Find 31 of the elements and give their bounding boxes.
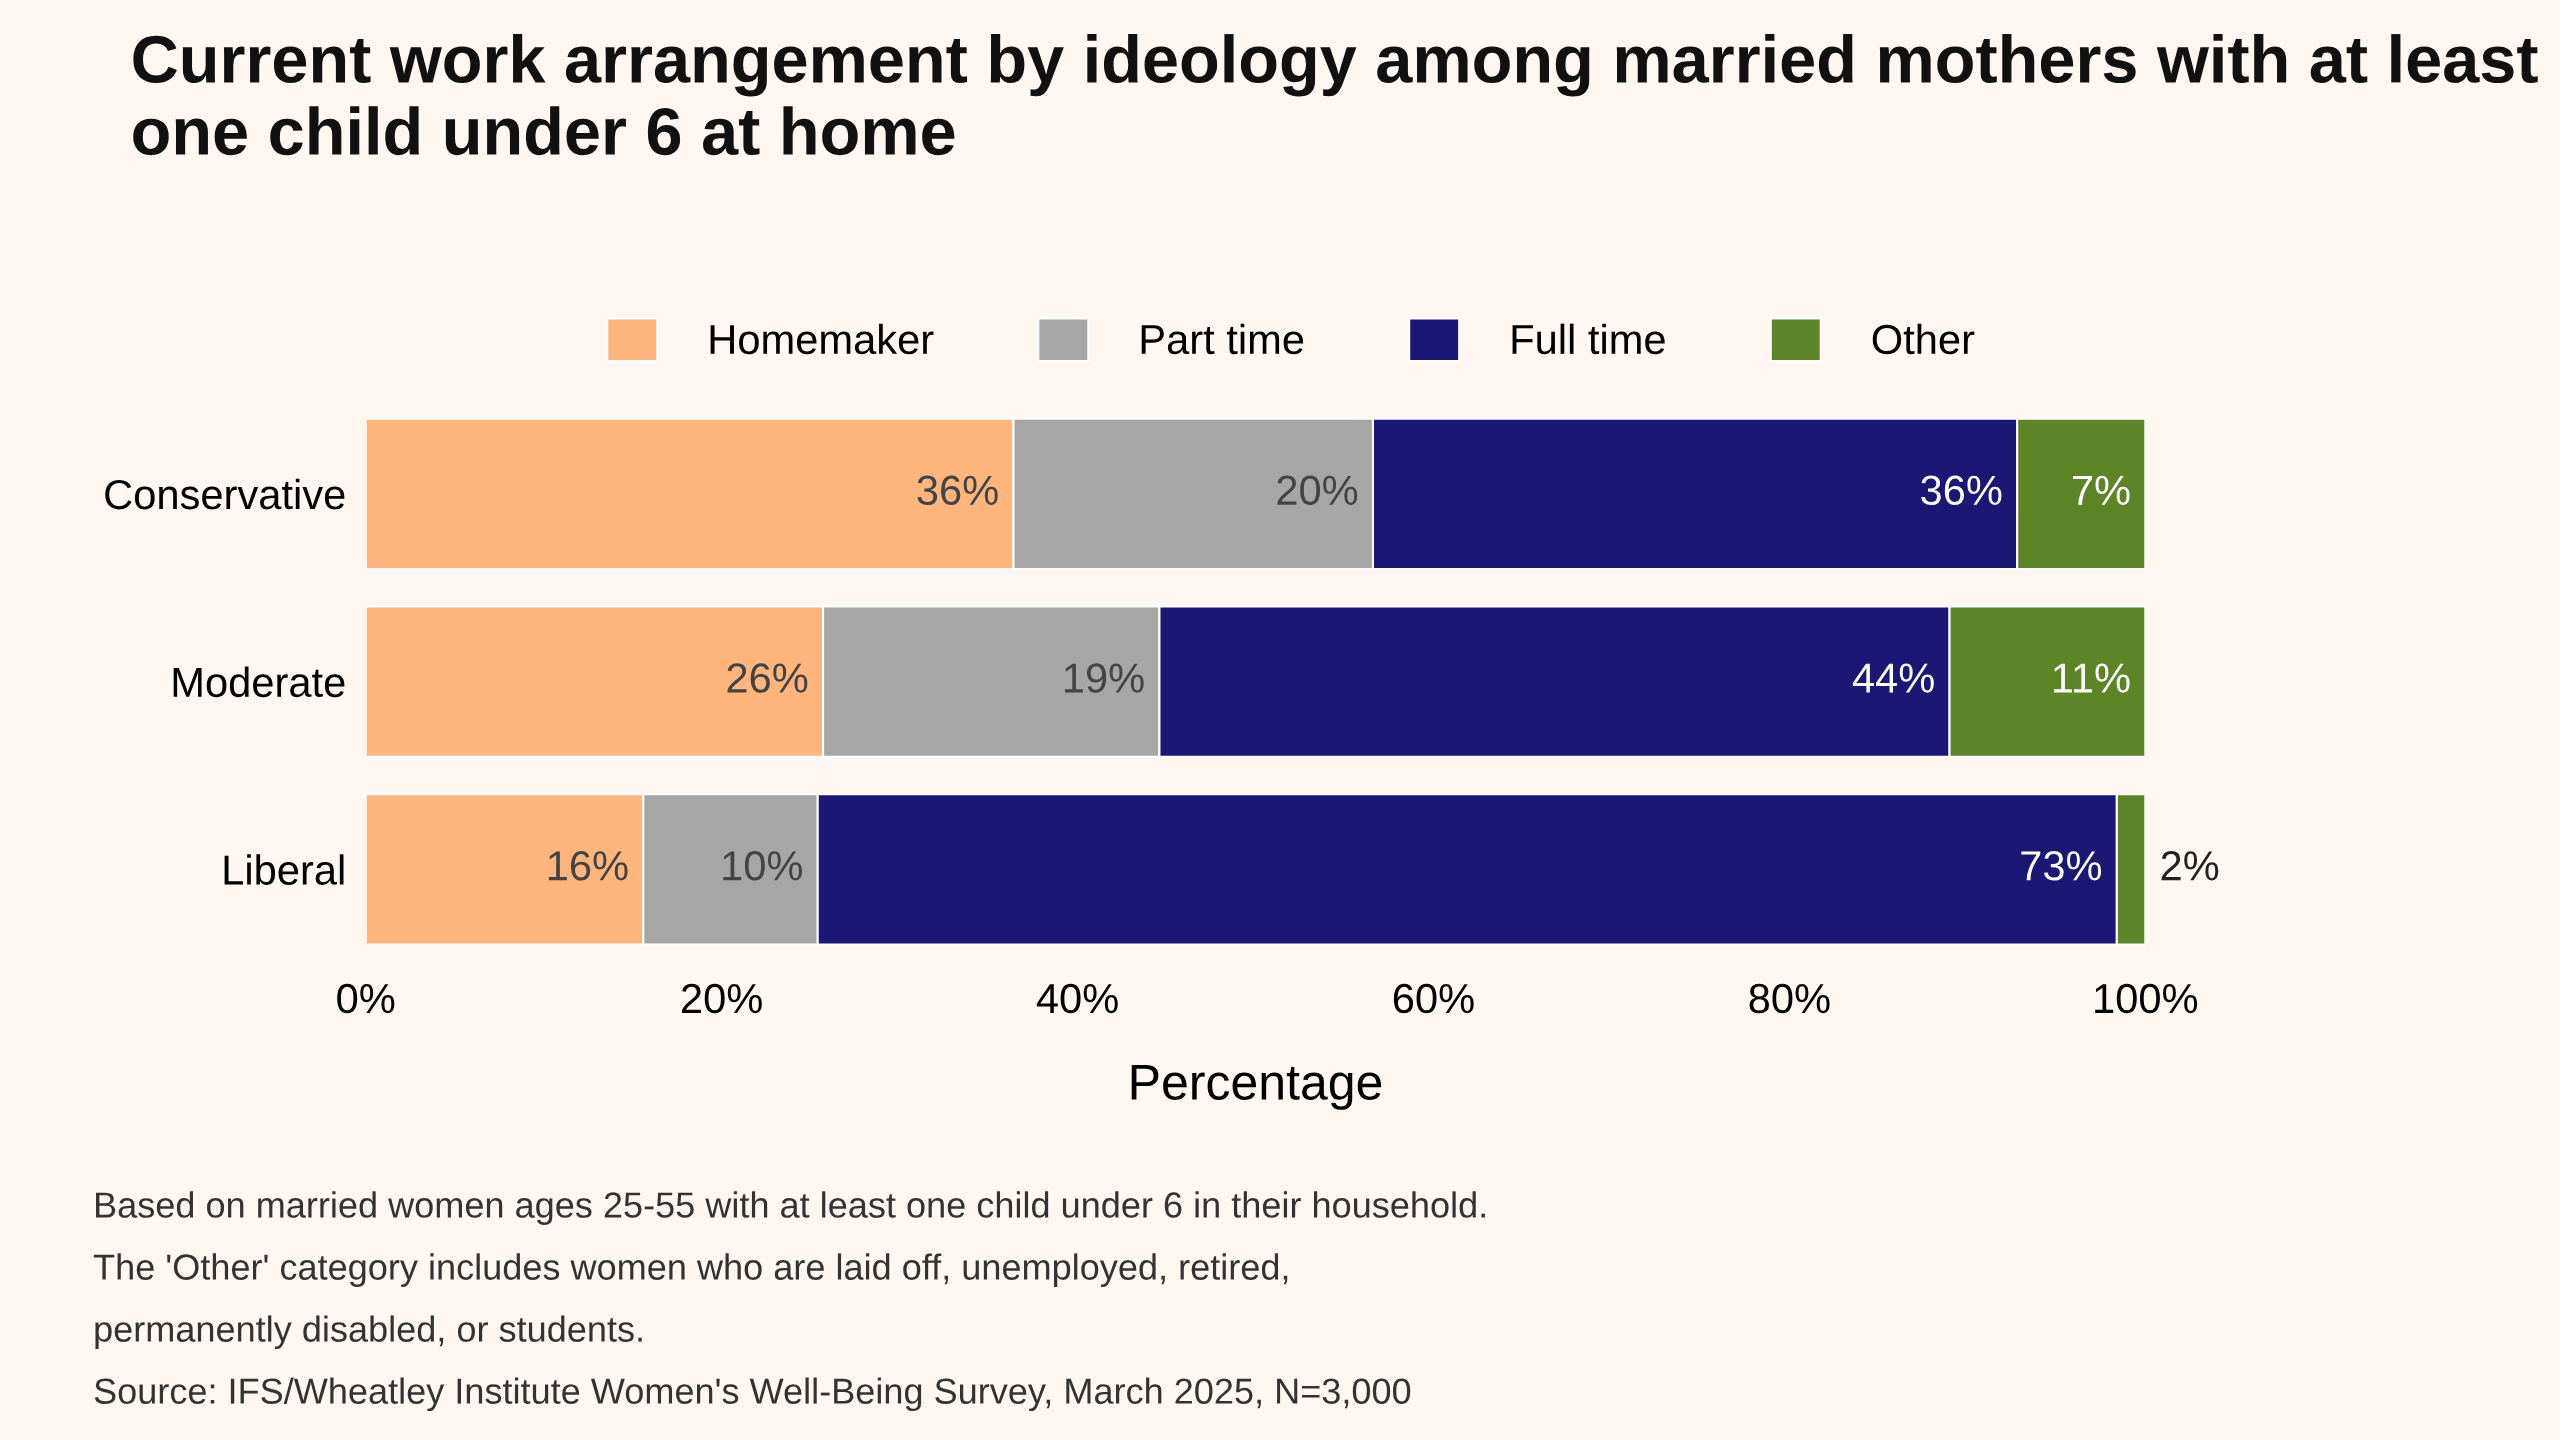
x-tick-label: 40% — [1036, 983, 1118, 1014]
chart-title: Current work arrangement by ideology among married mothers with at least one child under 6 at home — [133, 34, 2538, 156]
data-label: 2% — [2161, 851, 2219, 881]
data-label: 36% — [917, 475, 998, 506]
text: permanently disabled, or students. — [95, 1315, 642, 1350]
data-label: 26% — [727, 663, 808, 693]
legend-label: Part time — [1141, 323, 1304, 355]
text: Based on married women ages 25-55 with at least one child under 6 in their household. — [96, 1191, 1485, 1225]
data-label: 36% — [1921, 475, 2002, 506]
legend-label: Other — [1872, 323, 1975, 355]
data-label: 44% — [1852, 663, 1934, 693]
data-label: 20% — [1277, 475, 1358, 506]
data-label: 73% — [2021, 851, 2102, 881]
legend-label: Full time — [1512, 323, 1665, 355]
x-tick-label: 80% — [1749, 983, 1830, 1014]
x-tick-label: 100% — [2095, 983, 2198, 1014]
data-label: 7% — [2072, 475, 2130, 505]
y-tick-label: Conservative — [105, 478, 345, 510]
y-tick-label: Liberal — [224, 854, 344, 885]
data-label: 11% — [2053, 663, 2130, 693]
legend-label: Homemaker — [710, 323, 934, 355]
x-axis-title: Percentage — [1131, 1065, 1382, 1110]
data-label: 10% — [723, 851, 803, 881]
source-note: Source: IFS/Wheatley Institute Women's Well-Being Survey, March 2025, N=3,000 — [94, 1377, 1411, 1412]
x-tick-label: 60% — [1393, 983, 1474, 1014]
data-label: 19% — [1064, 663, 1144, 693]
x-tick-label: 20% — [682, 983, 762, 1014]
data-label: 16% — [548, 851, 628, 881]
y-tick-label: Moderate — [173, 666, 345, 698]
text: The 'Other' category includes women who are laid off, unemployed, retired, — [93, 1253, 1288, 1288]
x-tick-label: 0% — [337, 983, 395, 1014]
